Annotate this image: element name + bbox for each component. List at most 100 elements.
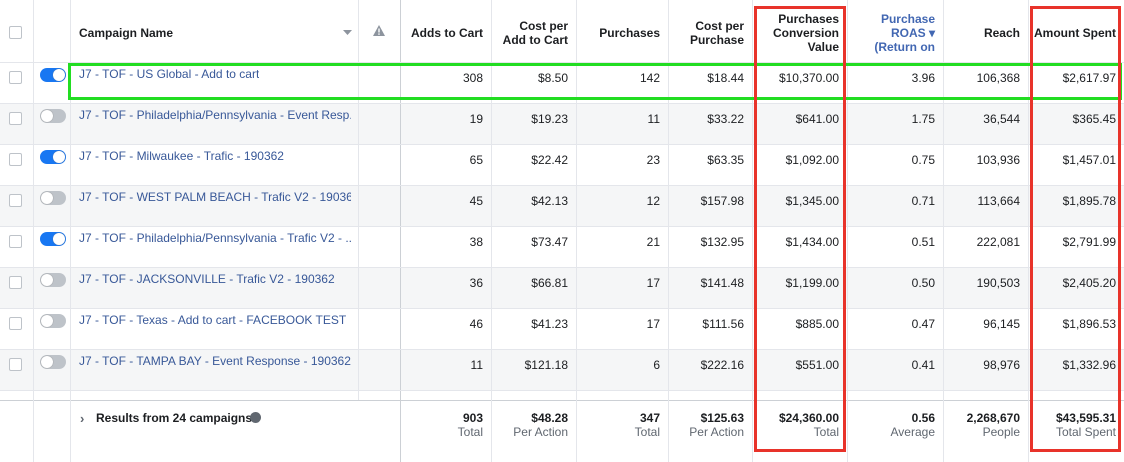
column-header[interactable]: Reach <box>983 26 1020 40</box>
total-value: $48.28 <box>531 411 568 425</box>
column-header[interactable]: Conversion <box>772 26 839 40</box>
cell: $141.48 <box>700 276 744 290</box>
column-header[interactable]: Cost per <box>519 19 568 33</box>
row-background <box>0 103 1124 144</box>
total-value: $125.63 <box>700 411 744 425</box>
row-divider <box>0 103 1124 104</box>
footer-label: Results from 24 campaigns <box>96 411 253 425</box>
toggle[interactable] <box>40 109 66 123</box>
total-label: Total Spent <box>1055 425 1116 439</box>
column-divider <box>491 0 492 462</box>
campaign-name[interactable]: J7 - TOF - Texas - Add to cart - FACEBOO… <box>79 313 347 327</box>
column-divider <box>576 0 577 462</box>
campaign-header[interactable]: Campaign Name <box>79 26 174 40</box>
column-header[interactable]: (Return on <box>874 40 935 54</box>
cell: $2,617.97 <box>1062 71 1116 85</box>
cell: $885.00 <box>795 317 839 331</box>
cell: 190,503 <box>976 276 1020 290</box>
cell: 113,664 <box>977 194 1021 208</box>
cell: $18.44 <box>707 71 744 85</box>
cell: 46 <box>469 317 483 331</box>
total-label: Average <box>890 425 935 439</box>
column-header[interactable]: ROAS ▾ <box>890 26 935 40</box>
column-divider <box>491 400 492 462</box>
row-checkbox[interactable] <box>9 235 22 248</box>
cell: $121.18 <box>524 358 568 372</box>
cell: 65 <box>469 153 483 167</box>
cell: $132.95 <box>700 235 744 249</box>
cell: 0.75 <box>911 153 935 167</box>
column-header[interactable]: Adds to Cart <box>411 26 483 40</box>
cell: $551.00 <box>795 358 839 372</box>
campaign-name[interactable]: J7 - TOF - US Global - Add to cart <box>79 67 260 81</box>
cell: $41.23 <box>531 317 568 331</box>
total-value: 903 <box>462 411 483 425</box>
cell: 103,936 <box>976 153 1020 167</box>
highlight-column <box>754 6 846 452</box>
row-checkbox[interactable] <box>9 194 22 207</box>
row-checkbox[interactable] <box>9 317 22 330</box>
row-checkbox[interactable] <box>9 358 22 371</box>
campaign-name[interactable]: J7 - TOF - Philadelphia/Pennsylvania - T… <box>79 231 351 245</box>
cell: 38 <box>469 235 483 249</box>
column-divider <box>847 0 848 462</box>
column-divider <box>358 0 359 462</box>
cell: 98,976 <box>983 358 1020 372</box>
campaign-name[interactable]: J7 - TOF - Milwaukee - Trafic - 190362 <box>79 149 284 163</box>
total-label: Total <box>813 425 839 439</box>
cell: $1,895.78 <box>1062 194 1116 208</box>
cell: 3.96 <box>911 71 935 85</box>
column-header[interactable]: Purchases <box>599 26 660 40</box>
toggle[interactable] <box>40 314 66 328</box>
column-header[interactable]: Add to Cart <box>502 33 568 47</box>
row-checkbox[interactable] <box>9 112 22 125</box>
toggle[interactable] <box>40 68 66 82</box>
toggle-knob <box>41 315 53 327</box>
cell: $222.16 <box>700 358 744 372</box>
campaign-name[interactable]: J7 - TOF - Philadelphia/Pennsylvania - E… <box>79 108 351 122</box>
toggle-knob <box>41 274 53 286</box>
cell: $19.23 <box>531 112 568 126</box>
toggle[interactable] <box>40 191 66 205</box>
cell: 36,544 <box>983 112 1020 126</box>
select-all-checkbox[interactable] <box>9 26 22 39</box>
column-header[interactable]: Value <box>807 40 839 54</box>
cell: $2,791.99 <box>1062 235 1116 249</box>
column-divider <box>847 400 848 462</box>
campaign-name[interactable]: J7 - TOF - WEST PALM BEACH - Trafic V2 -… <box>79 190 351 204</box>
total-label: Per Action <box>689 425 744 439</box>
cell: 11 <box>647 112 660 126</box>
column-header[interactable]: Purchases <box>778 12 839 26</box>
cell: $1,092.00 <box>785 153 839 167</box>
cell: $1,896.53 <box>1062 317 1116 331</box>
total-label: Per Action <box>513 425 568 439</box>
cell: 0.51 <box>911 235 935 249</box>
toggle[interactable] <box>40 232 66 246</box>
toggle[interactable] <box>40 273 66 287</box>
toggle-knob <box>53 69 65 81</box>
row-checkbox[interactable] <box>9 71 22 84</box>
cell: 222,081 <box>976 235 1020 249</box>
cell: $42.13 <box>531 194 568 208</box>
row-checkbox[interactable] <box>9 153 22 166</box>
cell: 0.47 <box>911 317 935 331</box>
cell: 23 <box>646 153 660 167</box>
campaign-name[interactable]: J7 - TOF - TAMPA BAY - Event Response - … <box>79 354 351 368</box>
cell: $33.22 <box>707 112 744 126</box>
toggle[interactable] <box>40 150 66 164</box>
column-header[interactable]: Purchase <box>880 12 935 26</box>
header-divider <box>0 62 1124 63</box>
row-divider <box>0 390 1124 391</box>
row-checkbox[interactable] <box>9 276 22 289</box>
column-header[interactable]: Cost per <box>695 19 744 33</box>
column-divider <box>1028 0 1029 462</box>
column-header[interactable]: Purchase <box>689 33 744 47</box>
column-header[interactable]: Amount Spent <box>1034 26 1116 40</box>
highlight-column <box>1030 6 1121 452</box>
row-divider <box>0 185 1124 186</box>
campaign-name[interactable]: J7 - TOF - JACKSONVILLE - Trafic V2 - 19… <box>79 272 335 286</box>
toggle[interactable] <box>40 355 66 369</box>
info-icon <box>250 412 261 423</box>
total-value: 347 <box>639 411 660 425</box>
toggle-knob <box>41 110 53 122</box>
